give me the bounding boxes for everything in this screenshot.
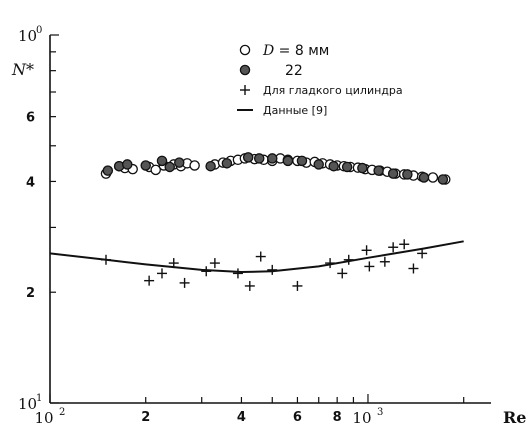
data-point-smooth-cylinder [156,268,167,279]
legend: D = 8 мм 22 Для гладкого цилиндра Данные [9… [237,43,403,117]
data-point-22mm [242,152,254,163]
data-point-22mm [418,172,430,183]
y-tick-label: 6 [26,111,35,126]
data-point-22mm [174,157,185,168]
legend-entry: Данные [9] [237,104,327,117]
data-point-smooth-cylinder [337,268,348,279]
data-point-smooth-cylinder [364,261,375,272]
legend-entry: D = 8 мм [239,43,329,59]
legend-entry: Для гладкого цилиндра [240,84,403,97]
data-point-22mm [156,155,168,167]
x-tick-label: 4 [237,410,246,425]
y-tick-label-exponent: 1 [36,393,42,404]
data-point-22mm [267,153,278,164]
y-tick-label-exponent: 0 [36,25,42,36]
data-point-smooth-cylinder [417,248,428,259]
data-point-smooth-cylinder [255,251,266,262]
x-tick-label: 10 [352,409,371,427]
series-line-data-9 [49,240,464,274]
data-point-smooth-cylinder [388,242,399,253]
legend-label: Для гладкого цилиндра [263,84,403,97]
data-point-8mm [189,160,200,171]
x-tick-label: 8 [333,410,342,425]
y-tick-label: 2 [26,286,35,301]
x-tick-label: 2 [141,410,150,425]
data-point-22mm [221,158,233,169]
data-point-smooth-cylinder [244,280,255,291]
data-point-smooth-cylinder [232,268,243,279]
data-point-22mm [328,160,339,172]
data-point-22mm [313,159,324,170]
data-point-smooth-cylinder [144,275,155,286]
x-tick-label-exponent: 3 [377,407,383,418]
x-tick-label: 10 [34,409,53,427]
data-point-22mm [253,153,265,164]
legend-label: 22 [285,63,303,79]
data-point-22mm [102,165,114,176]
legend-entry: 22 [239,63,303,79]
data-point-smooth-cylinder [361,245,372,256]
x-axis-title: Re [503,408,526,427]
data-point-22mm [357,162,368,174]
data-point-22mm [402,169,413,180]
legend-marker-icon [239,44,251,56]
data-point-smooth-cylinder [292,280,303,291]
y-tick-label: 4 [26,175,35,190]
legend-marker-icon [240,85,250,95]
y-tick-label: 10 [18,395,37,413]
legend-marker-icon [239,64,251,76]
data-point-smooth-cylinder [399,239,410,250]
legend-label: Данные [9] [263,104,327,117]
data-point-22mm [164,161,175,173]
data-point-22mm [296,155,308,167]
data-point-8mm [427,172,439,183]
data-point-22mm [205,160,216,172]
data-point-22mm [373,165,384,176]
data-point-smooth-cylinder [379,256,390,267]
data-point-22mm [122,159,133,170]
x-tick-label-exponent: 2 [59,407,65,418]
legend-label: D = 8 мм [262,43,329,59]
data-point-22mm [341,161,353,173]
data-point-smooth-cylinder [209,258,220,269]
y-tick-label: 10 [18,27,37,45]
data-point-22mm [140,160,151,171]
data-point-22mm [387,168,399,179]
data-point-smooth-cylinder [179,277,190,288]
y-axis-title: N* [11,60,34,79]
data-point-22mm [282,155,294,167]
data-point-22mm [437,174,449,185]
x-tick-label: 6 [293,410,302,425]
data-point-smooth-cylinder [267,264,278,275]
data-point-smooth-cylinder [408,263,419,274]
data-point-8mm [150,164,161,176]
